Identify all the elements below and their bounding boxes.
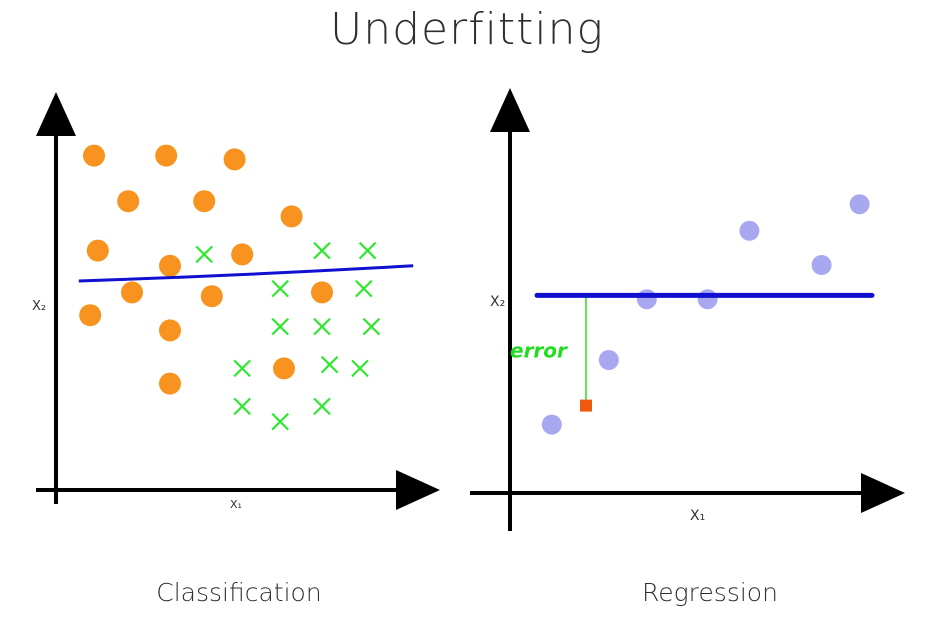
x-axis-arrow (396, 470, 440, 510)
fit-line (78, 264, 414, 283)
series-0-point-0 (83, 144, 105, 167)
x-axis-label: X₁ (230, 498, 242, 511)
series-0-point-4 (739, 220, 760, 241)
series-1-point-10 (233, 359, 251, 378)
series-0-point-11 (311, 281, 333, 304)
x-axis-arrow (861, 473, 905, 513)
series-1-point-13 (313, 397, 331, 416)
series-1-point-2 (358, 241, 377, 260)
series-1-point-0 (195, 245, 213, 264)
series-1-point-3 (271, 279, 289, 298)
series-0-point-8 (231, 243, 254, 266)
y-axis-label: X₂ (490, 294, 505, 310)
series-0-point-9 (121, 281, 143, 304)
series-0-point-4 (193, 190, 216, 213)
error-point-marker (580, 399, 592, 412)
series-0-point-6 (86, 239, 109, 262)
series-0-point-1 (598, 350, 619, 370)
series-0-point-13 (159, 319, 181, 342)
y-axis-label: X₂ (32, 299, 46, 314)
series-1-point-6 (313, 317, 331, 336)
series-0-point-14 (273, 357, 295, 380)
series-0-point-12 (79, 304, 102, 327)
y-axis-arrow (36, 92, 76, 136)
series-0-point-10 (200, 285, 223, 308)
classification-caption: Classification (156, 578, 322, 607)
regression-caption: Regression (642, 578, 778, 607)
series-1-point-9 (351, 359, 369, 378)
series-1-point-12 (271, 412, 289, 431)
series-0-point-7 (159, 254, 181, 277)
series-1-point-4 (355, 279, 373, 298)
series-0-point-6 (849, 194, 870, 215)
series-0-point-3 (117, 190, 140, 213)
series-0-point-15 (159, 372, 181, 395)
error-label: error (510, 339, 568, 363)
page-title: Underfitting (330, 4, 604, 55)
series-0-point-2 (636, 289, 657, 310)
series-0-point-5 (280, 205, 303, 228)
series-1-point-5 (271, 317, 289, 336)
classification-plot: X₁ X₂ (32, 92, 440, 511)
x-axis-label: X₁ (690, 508, 705, 524)
series-1-point-11 (233, 397, 251, 416)
series-0-point-1 (155, 144, 178, 167)
series-0-point-2 (223, 148, 246, 171)
series-1-point-1 (313, 241, 331, 260)
y-axis-arrow (490, 88, 530, 132)
series-1-point-7 (362, 317, 381, 336)
regression-plot: X₁ X₂ error (470, 88, 905, 531)
series-0-point-5 (811, 255, 832, 275)
series-0-point-0 (541, 414, 562, 435)
series-1-point-8 (320, 355, 339, 374)
series-0-point-3 (697, 289, 718, 310)
